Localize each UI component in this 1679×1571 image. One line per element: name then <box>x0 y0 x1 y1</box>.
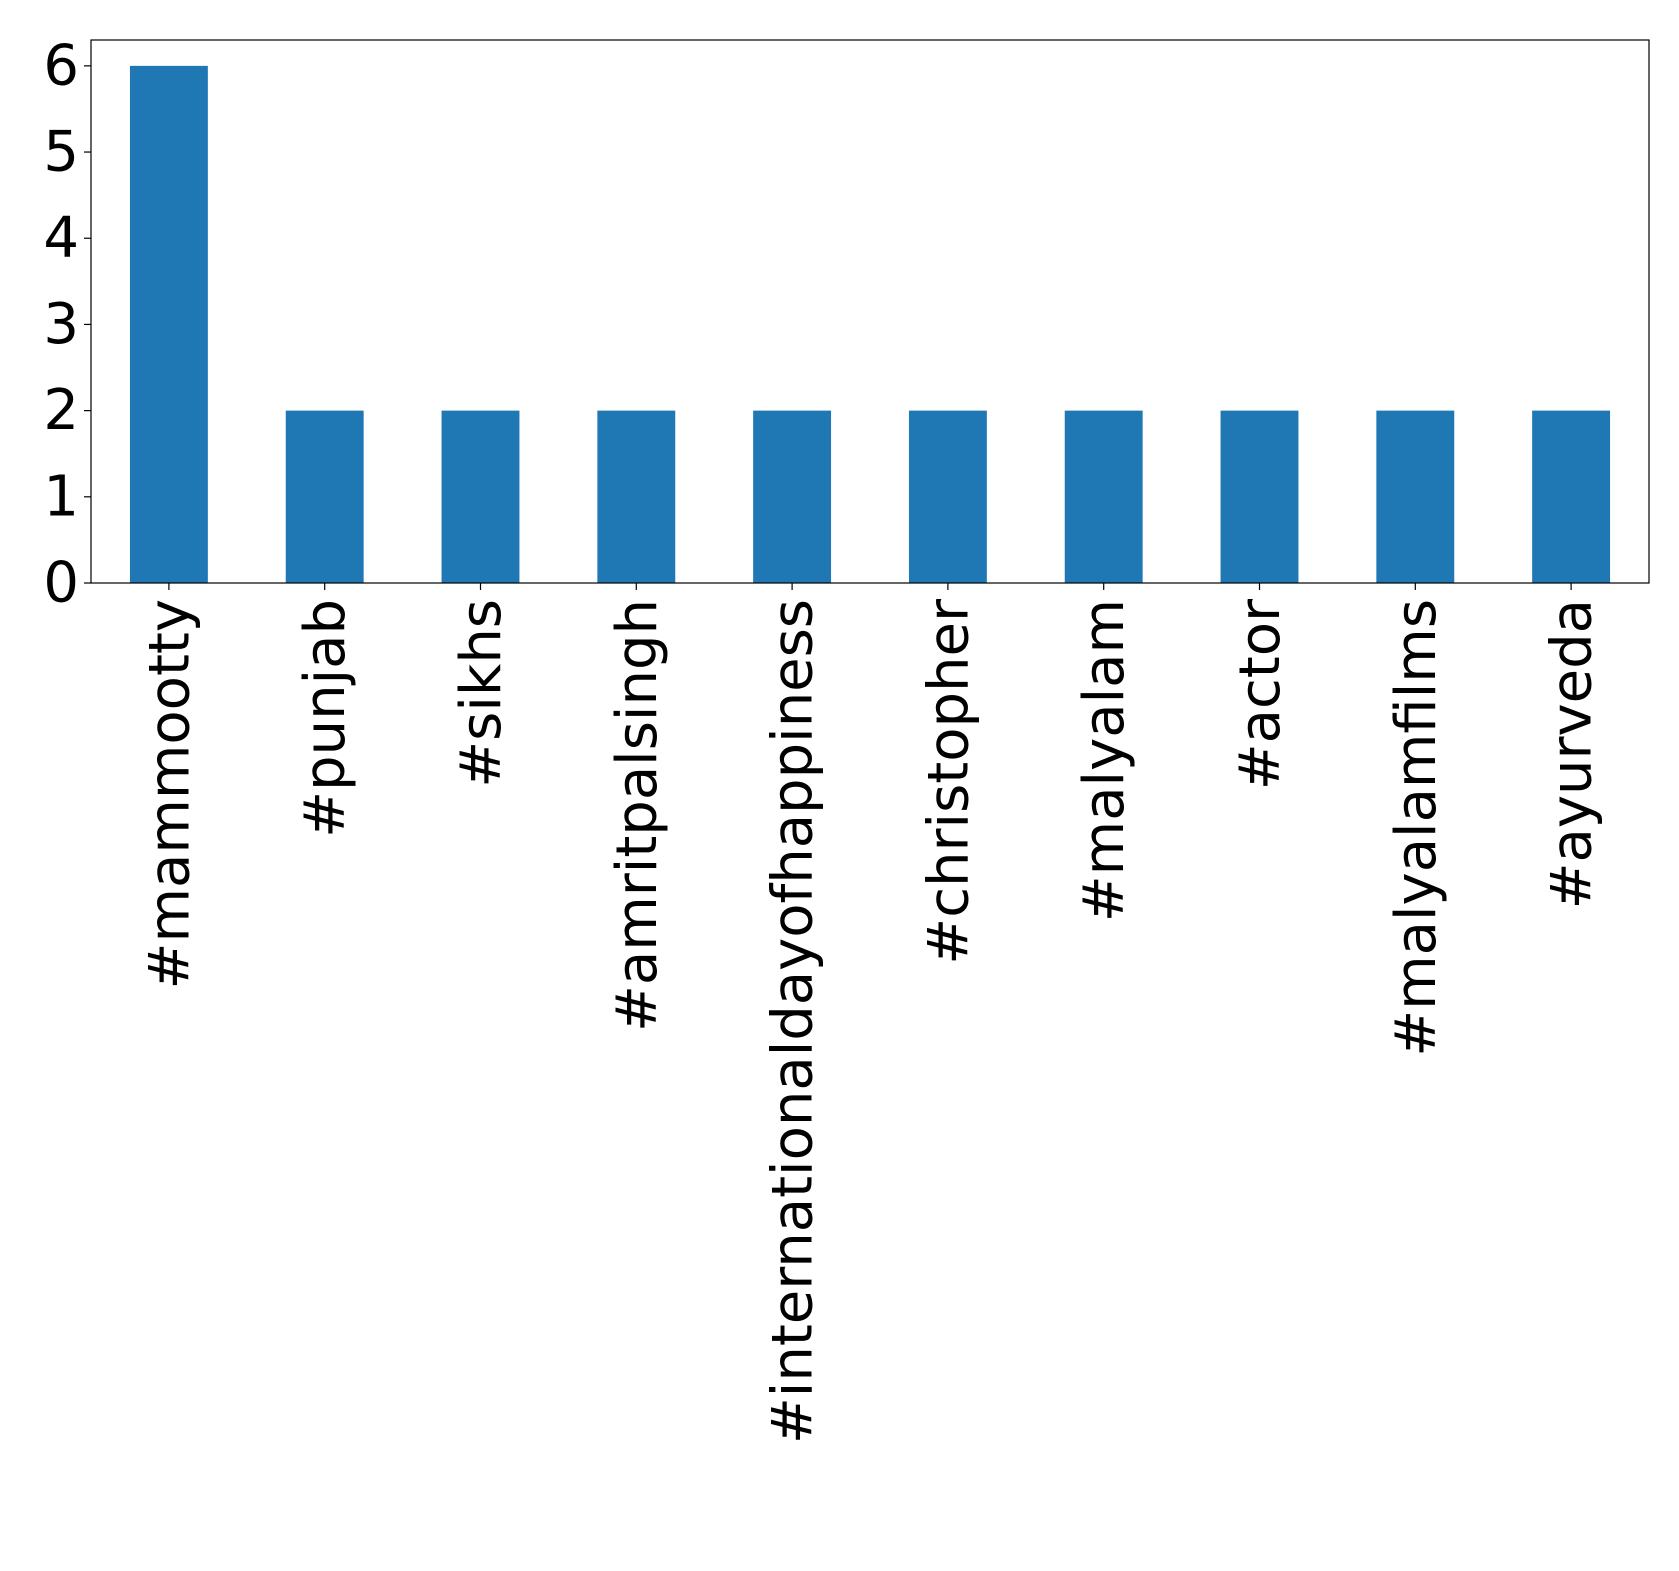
x-tick-label: #christopher <box>916 598 981 965</box>
x-tick-label: #malyalamfilms <box>1384 599 1449 1057</box>
y-tick-label: 3 <box>43 292 79 357</box>
y-tick-label: 6 <box>43 33 79 98</box>
plot-frame <box>90 39 1650 584</box>
bar-sikhs <box>441 410 520 583</box>
x-tick-label: #sikhs <box>449 599 514 788</box>
x-tick-label: #mammootty <box>137 599 202 989</box>
y-tick-label: 1 <box>43 464 79 529</box>
bar-christopher <box>908 410 987 583</box>
x-tick-label: #ayurveda <box>1540 599 1605 909</box>
bar-internationaldayofhappiness <box>753 410 832 583</box>
bar-ayurveda <box>1532 410 1611 583</box>
x-tick-label: #punjab <box>293 599 358 838</box>
bar-actor <box>1220 410 1299 583</box>
x-tick-label: #actor <box>1228 598 1293 790</box>
x-axis: #mammootty #punjab #sikhs #amritpalsingh #in… <box>137 583 1605 1444</box>
y-tick-label: 0 <box>43 551 79 616</box>
bar-malyalamfilms <box>1376 410 1455 583</box>
bar-mammootty <box>129 65 208 584</box>
bar-punjab <box>285 410 364 583</box>
x-tick-label: #malyalam <box>1072 599 1137 922</box>
y-tick-label: 4 <box>43 206 79 271</box>
x-tick-label: #internationaldayofhappiness <box>761 599 826 1444</box>
y-tick-label: 2 <box>43 378 79 443</box>
bar-malyalam <box>1064 410 1143 583</box>
y-axis: 0 1 2 3 4 5 6 <box>43 33 91 616</box>
bar-amritpalsingh <box>597 410 676 583</box>
bars-group <box>129 65 1611 584</box>
y-tick-label: 5 <box>43 120 79 185</box>
x-tick-label: #amritpalsingh <box>605 599 670 1032</box>
